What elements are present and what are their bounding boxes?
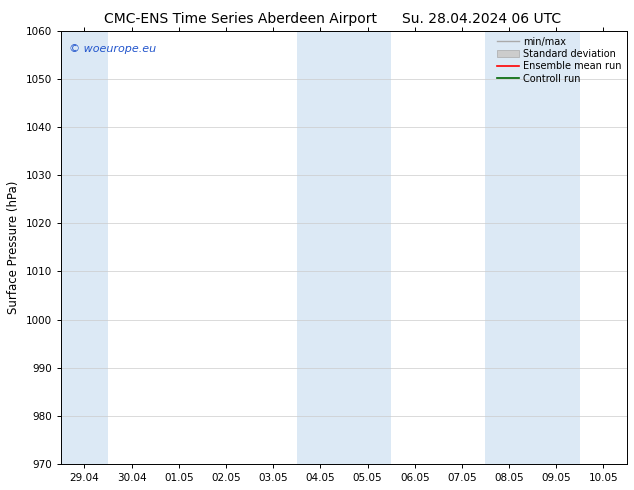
Bar [486,31,580,464]
Legend: min/max, Standard deviation, Ensemble mean run, Controll run: min/max, Standard deviation, Ensemble me… [493,33,625,88]
Text: Su. 28.04.2024 06 UTC: Su. 28.04.2024 06 UTC [403,12,561,26]
Bar [297,31,391,464]
Text: CMC-ENS Time Series Aberdeen Airport: CMC-ENS Time Series Aberdeen Airport [105,12,377,26]
Text: © woeurope.eu: © woeurope.eu [69,44,157,54]
Y-axis label: Surface Pressure (hPa): Surface Pressure (hPa) [7,181,20,314]
Bar [61,31,108,464]
